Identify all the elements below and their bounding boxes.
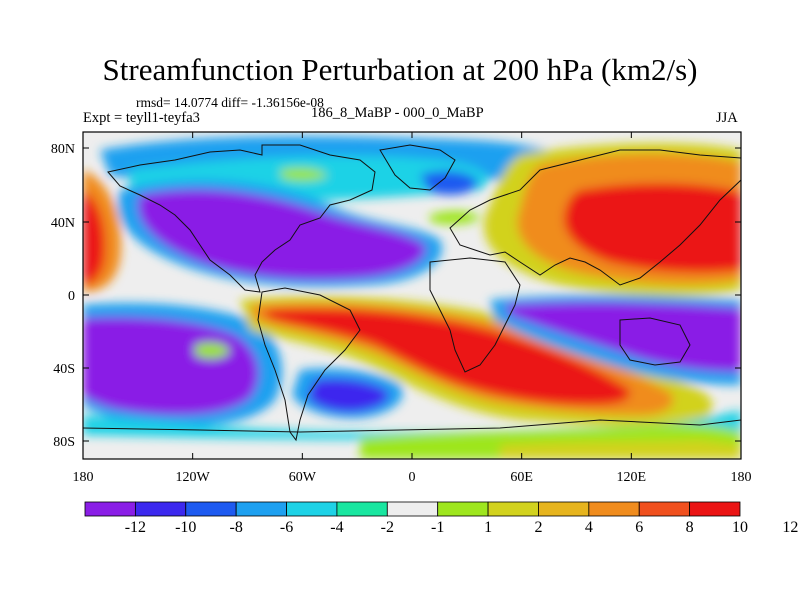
experiment-label: Expt = teyll1-teyfa3: [83, 110, 200, 126]
latitude-axis: 80N 40N 0 40S 80S: [51, 142, 741, 450]
colorbar-swatch: [588, 501, 640, 517]
eurasia-outline: [449, 149, 741, 286]
colorbar-label: -10: [175, 519, 196, 536]
colorbar: -12 -10 -8 -6 -4 -2 -1 1 2 4 6 8 10 12: [84, 501, 798, 536]
longitude-axis: 180 120W 60W 0 60E 120E 180: [73, 132, 752, 485]
lon-tick-label: 0: [409, 470, 416, 485]
lat-tick-label: 40N: [51, 216, 75, 231]
atlantic-blue-spot: [420, 170, 478, 195]
south-america-outline: [257, 287, 361, 442]
lat-tick-label: 80N: [51, 142, 75, 157]
australia-outline: [619, 317, 691, 366]
lat-tick-label: 80S: [53, 435, 75, 450]
lon-tick-label: 120E: [617, 470, 647, 485]
colorbar-label: 6: [635, 519, 643, 536]
rmsd-stats: rmsd= 14.0774 diff= -1.36156e-08: [136, 95, 324, 110]
west-pacific-high: [83, 190, 106, 285]
colorbar-label: -6: [280, 519, 293, 536]
atlantic-green-spot: [430, 210, 480, 225]
colorbar-label: -2: [381, 519, 394, 536]
southern-high: [265, 308, 631, 405]
contour-field: [83, 132, 741, 459]
lon-tick-label: 120W: [176, 470, 211, 485]
colorbar-swatch: [538, 501, 590, 517]
greenland-outline: [379, 144, 456, 191]
colorbar-label: -12: [125, 519, 146, 536]
lon-tick-label: 180: [73, 470, 94, 485]
antarctic-yellow-band: [500, 440, 741, 459]
north-green-spot: [280, 168, 328, 181]
colorbar-swatch: [185, 501, 237, 517]
continent-outlines: [83, 144, 741, 442]
colorbar-swatch: [386, 501, 439, 517]
africa-outline: [429, 257, 521, 373]
north-america-outline: [107, 144, 376, 293]
north-america-low: [138, 189, 426, 280]
lon-tick-label: 60E: [510, 470, 533, 485]
south-pacific-green-spot: [195, 342, 230, 359]
colorbar-label: 1: [484, 519, 492, 536]
colorbar-swatch: [689, 501, 741, 517]
lon-tick-label: 180: [731, 470, 752, 485]
colorbar-swatch: [286, 501, 338, 517]
colorbar-swatch: [437, 501, 489, 517]
colorbar-swatch: [336, 501, 388, 517]
colorbar-label: -1: [431, 519, 444, 536]
antarctica-outline: [83, 419, 741, 433]
difference-label: 186_8_MaBP - 000_0_MaBP: [311, 105, 484, 121]
lon-tick-label: 60W: [289, 470, 317, 485]
asia-high: [564, 183, 741, 273]
season-label: JJA: [716, 110, 738, 126]
lat-tick-label: 40S: [53, 362, 75, 377]
south-america-low: [308, 378, 389, 412]
colorbar-swatch: [487, 501, 539, 517]
colorbar-label: 4: [585, 519, 593, 536]
colorbar-swatch: [638, 501, 691, 517]
indian-ocean-low: [505, 302, 741, 372]
colorbar-label: -8: [229, 519, 242, 536]
map-title: Streamfunction Perturbation at 200 hPa (…: [102, 52, 698, 87]
colorbar-swatch: [235, 501, 287, 517]
colorbar-label: 8: [686, 519, 694, 536]
colorbar-swatch: [84, 501, 136, 517]
colorbar-label: 2: [534, 519, 542, 536]
colorbar-swatch: [134, 501, 187, 517]
lat-tick-label: 0: [68, 289, 75, 304]
colorbar-label: 12: [782, 519, 798, 536]
colorbar-label: -4: [330, 519, 343, 536]
south-pacific-low: [83, 317, 259, 415]
colorbar-label: 10: [732, 519, 748, 536]
